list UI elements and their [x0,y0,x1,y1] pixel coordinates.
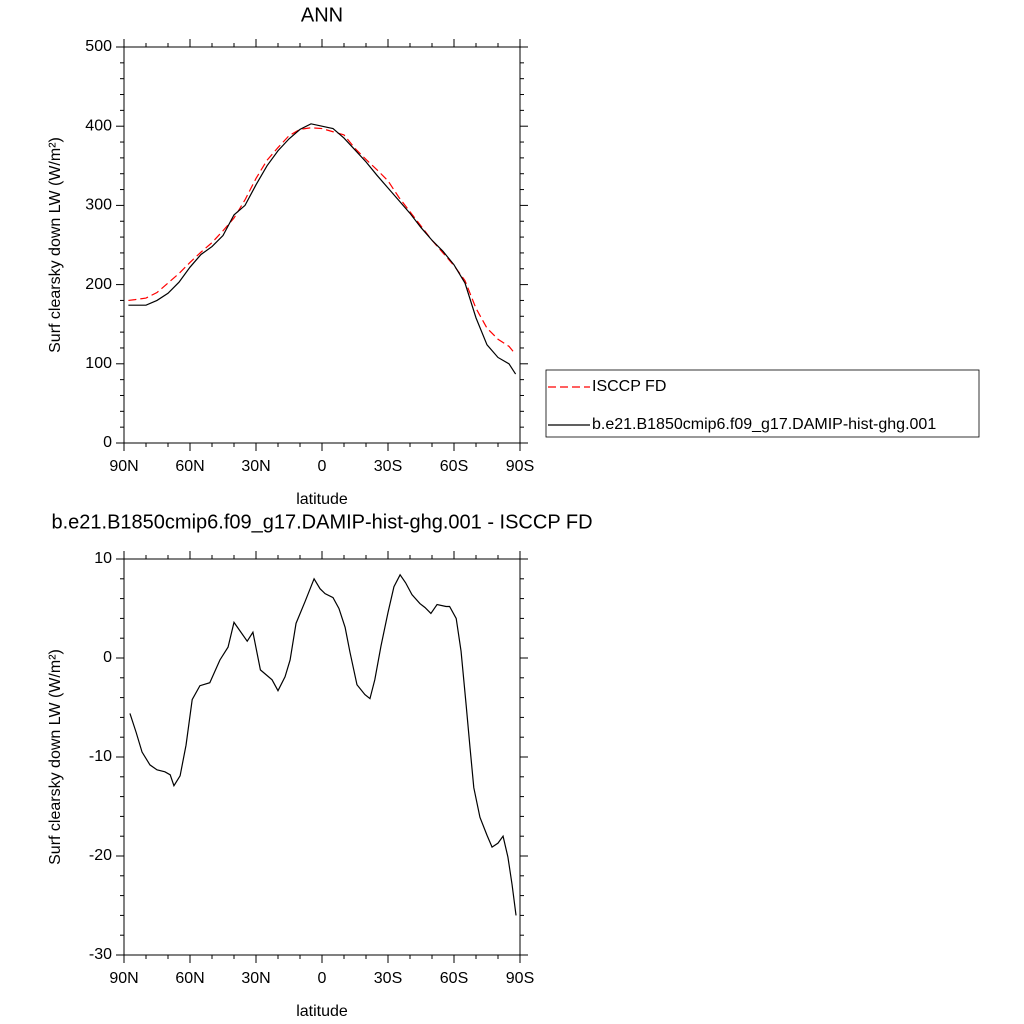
chart-title: b.e21.B1850cmip6.f09_g17.DAMIP-hist-ghg.… [51,511,592,533]
legend-box [545,369,980,438]
legend-label: ISCCP FD [592,378,666,395]
data-line [128,127,517,355]
x-tick-label: 30N [241,970,270,987]
y-axis-label: Surf clearsky down LW (W/m²) [47,137,64,353]
data-line [129,573,517,916]
y-tick-label: 300 [85,197,112,214]
chart-title: ANN [301,4,343,26]
x-tick-label: 30S [374,458,402,475]
x-tick-label: 60N [175,458,204,475]
x-axis-label: latitude [296,1003,348,1020]
x-tick-label: 90S [506,458,534,475]
data-line [128,123,517,375]
x-tick-label: 60S [440,458,468,475]
x-axis-label: latitude [296,491,348,508]
y-tick-label: -30 [89,946,112,963]
x-tick-label: 30S [374,970,402,987]
y-tick-label: 200 [85,276,112,293]
y-tick-label: 100 [85,355,112,372]
legend-label: b.e21.B1850cmip6.f09_g17.DAMIP-hist-ghg.… [592,416,936,433]
x-tick-label: 90N [109,970,138,987]
x-tick-label: 30N [241,458,270,475]
y-tick-label: 400 [85,117,112,134]
x-tick-label: 0 [318,458,327,475]
x-tick-label: 60N [175,970,204,987]
plot-frame [123,46,521,444]
y-tick-label: 0 [103,434,112,451]
x-tick-label: 60S [440,970,468,987]
y-tick-label: -20 [89,847,112,864]
x-tick-label: 0 [318,970,327,987]
x-tick-label: 90S [506,970,534,987]
y-tick-label: -10 [89,748,112,765]
y-tick-label: 0 [103,649,112,666]
y-axis-label: Surf clearsky down LW (W/m²) [47,649,64,865]
y-tick-label: 500 [85,38,112,55]
y-tick-label: 10 [94,550,112,567]
x-tick-label: 90N [109,458,138,475]
